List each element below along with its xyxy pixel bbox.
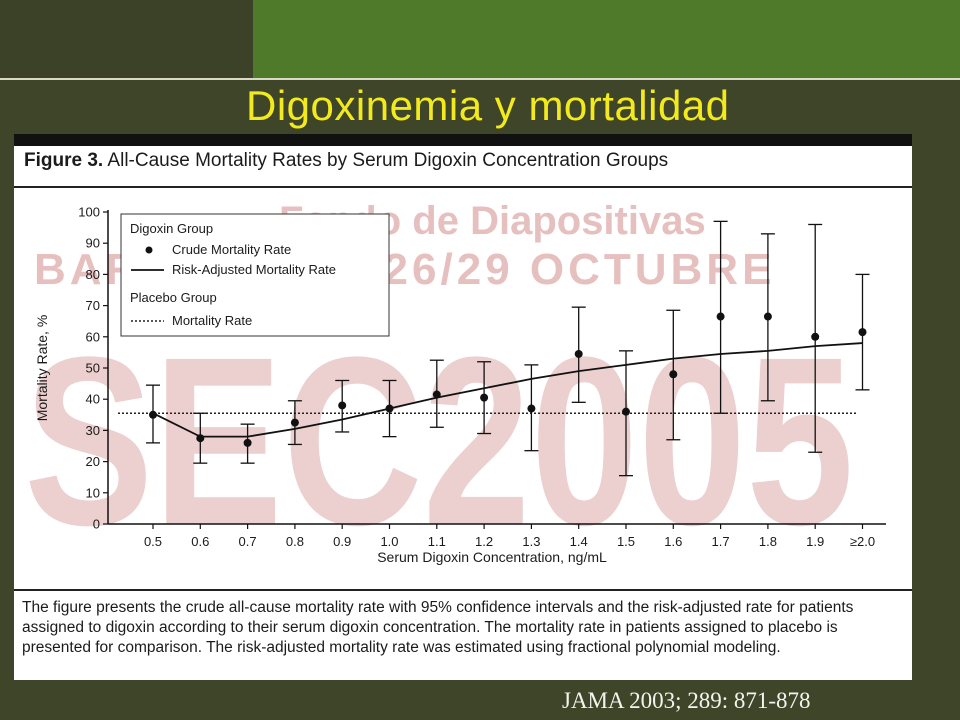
crude-point-group xyxy=(287,400,302,446)
crude-point-group xyxy=(429,359,444,428)
crude-point-group xyxy=(571,306,586,403)
x-tick-label: 1.1 xyxy=(428,534,446,549)
crude-point xyxy=(622,407,630,416)
crude-point xyxy=(290,418,299,427)
y-axis-label: Mortality Rate, % xyxy=(34,315,50,422)
crude-point-group xyxy=(808,223,823,453)
y-tick-label: 30 xyxy=(86,423,100,438)
crude-point xyxy=(480,393,489,402)
crude-point xyxy=(196,434,205,443)
y-tick-label: 50 xyxy=(86,361,100,376)
x-tick-label: 1.9 xyxy=(806,534,824,549)
figure-header: Figure 3. All-Cause Mortality Rates by S… xyxy=(24,150,668,172)
crude-point xyxy=(574,349,583,358)
crude-point xyxy=(149,410,157,419)
y-tick-label: 10 xyxy=(86,485,100,500)
y-tick-label: 20 xyxy=(86,454,100,469)
legend: Digoxin Group Crude Mortality Rate Risk-… xyxy=(120,213,390,337)
figure-top-bar xyxy=(14,134,912,146)
watermark-big: SEC2005 xyxy=(24,307,854,575)
x-tick-label: ≥2.0 xyxy=(850,534,875,549)
axes xyxy=(107,210,886,525)
figure-panel: Figure 3. All-Cause Mortality Rates by S… xyxy=(14,134,912,680)
crude-point-group xyxy=(760,233,775,402)
legend-crude-marker xyxy=(145,246,153,254)
x-tick-label: 1.3 xyxy=(522,534,540,549)
crude-point-group xyxy=(713,220,728,414)
figure-label: Figure 3. xyxy=(24,150,104,171)
crude-point-group xyxy=(240,423,255,464)
header-band-green xyxy=(253,0,960,78)
citation: JAMA 2003; 289: 871-878 xyxy=(562,688,811,713)
crude-point-group xyxy=(146,384,160,444)
header-divider xyxy=(0,78,960,80)
x-tick-label: 1.8 xyxy=(759,534,777,549)
crude-point-group xyxy=(382,379,397,438)
crude-point-group xyxy=(335,379,350,433)
y-tick-label: 100 xyxy=(78,205,100,220)
figure-rule-bottom xyxy=(14,589,912,591)
legend-placebo-title: Placebo Group xyxy=(130,290,217,305)
crude-point xyxy=(338,401,347,410)
crude-point-group xyxy=(666,309,681,441)
x-tick-label: 1.5 xyxy=(617,534,635,549)
figure-title: All-Cause Mortality Rates by Serum Digox… xyxy=(107,150,669,171)
crude-point xyxy=(763,312,772,321)
crude-point-group xyxy=(524,364,539,452)
x-tick-label: 1.2 xyxy=(475,534,493,549)
crude-point xyxy=(385,404,394,413)
y-tick-label: 70 xyxy=(86,298,100,313)
crude-point xyxy=(858,328,867,337)
x-tick-label: 1.0 xyxy=(380,534,398,549)
legend-crude-label: Crude Mortality Rate xyxy=(172,242,291,257)
y-tick-label: 60 xyxy=(86,329,100,344)
crude-point-group xyxy=(477,361,492,435)
crude-point xyxy=(527,404,536,413)
x-tick-label: 1.7 xyxy=(712,534,730,549)
legend-placebo-label: Mortality Rate xyxy=(172,313,252,328)
watermark: Fondo de Diapositivas BARCELONA, 26/29 O… xyxy=(24,199,854,575)
x-tick-label: 0.6 xyxy=(191,534,209,549)
y-axis-ticks: 0 10 20 30 40 50 60 70 80 90 100 xyxy=(78,205,108,532)
crude-points xyxy=(146,220,870,477)
x-axis-label: Serum Digoxin Concentration, ng/mL xyxy=(377,549,607,565)
x-axis-ticks: 0.5 0.6 0.7 0.8 0.9 1.0 1.1 1.2 1.3 1.4 1.5 1.6 1.7 1… xyxy=(144,524,875,549)
crude-point xyxy=(669,370,678,379)
legend-digoxin-title: Digoxin Group xyxy=(130,221,213,236)
slide-title: Digoxinemia y mortalidad xyxy=(246,82,730,129)
legend-risk-label: Risk-Adjusted Mortality Rate xyxy=(172,262,336,277)
crude-point xyxy=(811,332,820,341)
legend-box xyxy=(120,213,390,337)
y-tick-label: 0 xyxy=(93,517,100,532)
crude-point-group xyxy=(193,412,208,464)
mortality-chart: Fondo de Diapositivas BARCELONA, 26/29 O… xyxy=(24,199,886,575)
figure-rule-top xyxy=(14,186,912,188)
y-tick-label: 80 xyxy=(86,267,100,282)
crude-point-group xyxy=(619,350,633,477)
crude-point xyxy=(432,390,441,399)
crude-point-group xyxy=(855,273,870,391)
x-tick-label: 0.9 xyxy=(333,534,351,549)
x-tick-label: 0.7 xyxy=(239,534,257,549)
crude-point xyxy=(243,438,252,447)
y-tick-label: 40 xyxy=(86,392,100,407)
crude-point xyxy=(716,312,725,321)
x-tick-label: 0.8 xyxy=(286,534,304,549)
risk-adjusted-line xyxy=(152,342,863,438)
figure-caption: The figure presents the crude all-cause … xyxy=(22,599,854,656)
x-tick-label: 1.4 xyxy=(570,534,588,549)
x-tick-label: 1.6 xyxy=(664,534,682,549)
x-tick-label: 0.5 xyxy=(144,534,162,549)
header-band-dark xyxy=(0,0,253,78)
y-tick-label: 90 xyxy=(86,236,100,251)
